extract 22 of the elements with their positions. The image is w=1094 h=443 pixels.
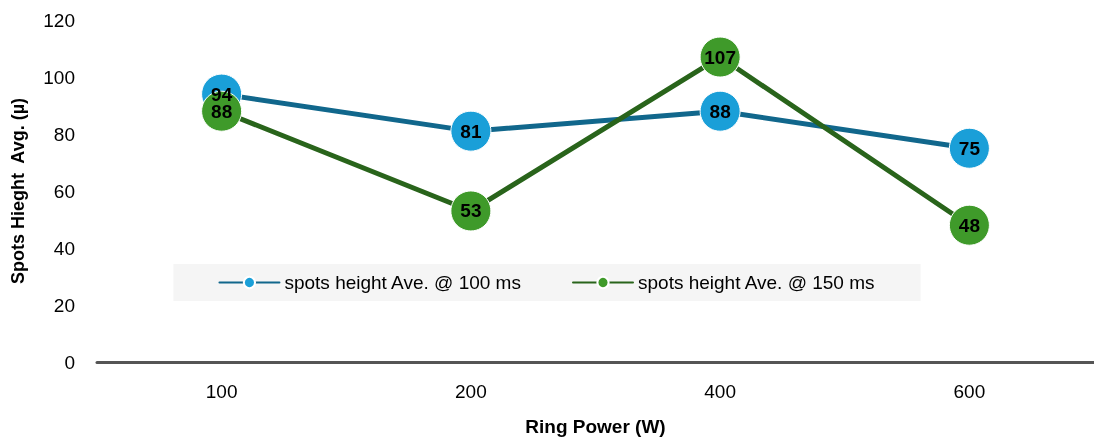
y-tick-label: 80 (53, 123, 75, 145)
x-tick-label: 600 (953, 381, 986, 402)
y-tick-label: 100 (43, 66, 75, 88)
data-label: 107 (704, 46, 736, 68)
x-tick-label: 200 (455, 381, 487, 402)
data-label: 88 (211, 100, 233, 122)
data-label: 88 (709, 100, 731, 122)
x-tick-label: 100 (205, 381, 238, 402)
x-axis-title: Ring Power (W) (525, 416, 666, 437)
legend-label: spots height Ave. @ 150 ms (638, 272, 875, 293)
legend-label: spots height Ave. @ 100 ms (284, 272, 521, 293)
y-tick-label: 20 (53, 294, 75, 316)
x-tick-label: 400 (704, 381, 736, 402)
data-label: 48 (958, 214, 980, 236)
y-tick-label: 0 (64, 351, 75, 373)
data-label: 53 (460, 200, 482, 222)
y-tick-label: 40 (53, 237, 75, 259)
data-label: 81 (460, 120, 482, 142)
y-axis-title: Spots Hieght Avg. (µ) (8, 97, 28, 285)
data-label: 75 (958, 137, 981, 159)
y-tick-label: 60 (53, 180, 75, 202)
y-tick-label: 120 (43, 9, 75, 31)
